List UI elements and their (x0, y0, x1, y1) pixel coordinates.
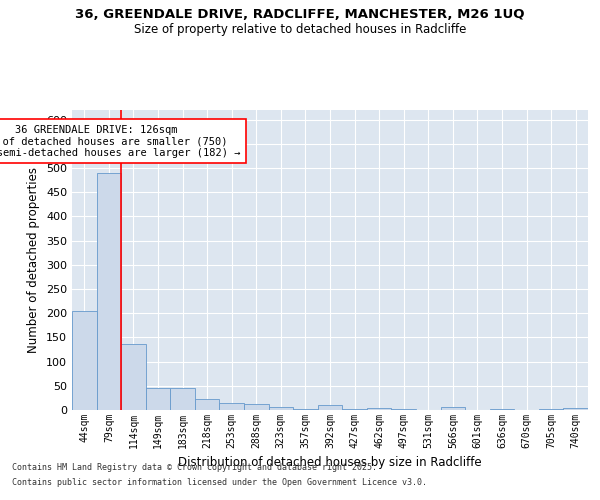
Bar (318, 405, 342, 410)
Bar (563, 408, 588, 410)
Bar (293, 408, 318, 410)
Bar (97, 173, 121, 410)
Text: Contains HM Land Registry data © Crown copyright and database right 2025.: Contains HM Land Registry data © Crown c… (12, 463, 377, 472)
Text: Contains public sector information licensed under the Open Government Licence v3: Contains public sector information licen… (12, 478, 427, 487)
Bar (121, 344, 146, 410)
Bar (490, 408, 514, 410)
Bar (195, 399, 220, 410)
Bar (244, 404, 269, 410)
Text: Size of property relative to detached houses in Radcliffe: Size of property relative to detached ho… (134, 22, 466, 36)
X-axis label: Distribution of detached houses by size in Radcliffe: Distribution of detached houses by size … (178, 456, 482, 469)
Bar (342, 409, 367, 410)
Text: 36, GREENDALE DRIVE, RADCLIFFE, MANCHESTER, M26 1UQ: 36, GREENDALE DRIVE, RADCLIFFE, MANCHEST… (75, 8, 525, 20)
Bar (367, 408, 391, 410)
Bar (170, 388, 195, 410)
Y-axis label: Number of detached properties: Number of detached properties (28, 167, 40, 353)
Bar (440, 406, 465, 410)
Bar (391, 409, 416, 410)
Bar (72, 311, 97, 410)
Bar (539, 409, 563, 410)
Text: 36 GREENDALE DRIVE: 126sqm
← 80% of detached houses are smaller (750)
19% of sem: 36 GREENDALE DRIVE: 126sqm ← 80% of deta… (0, 124, 241, 158)
Bar (220, 403, 244, 410)
Bar (269, 407, 293, 410)
Bar (146, 388, 170, 410)
